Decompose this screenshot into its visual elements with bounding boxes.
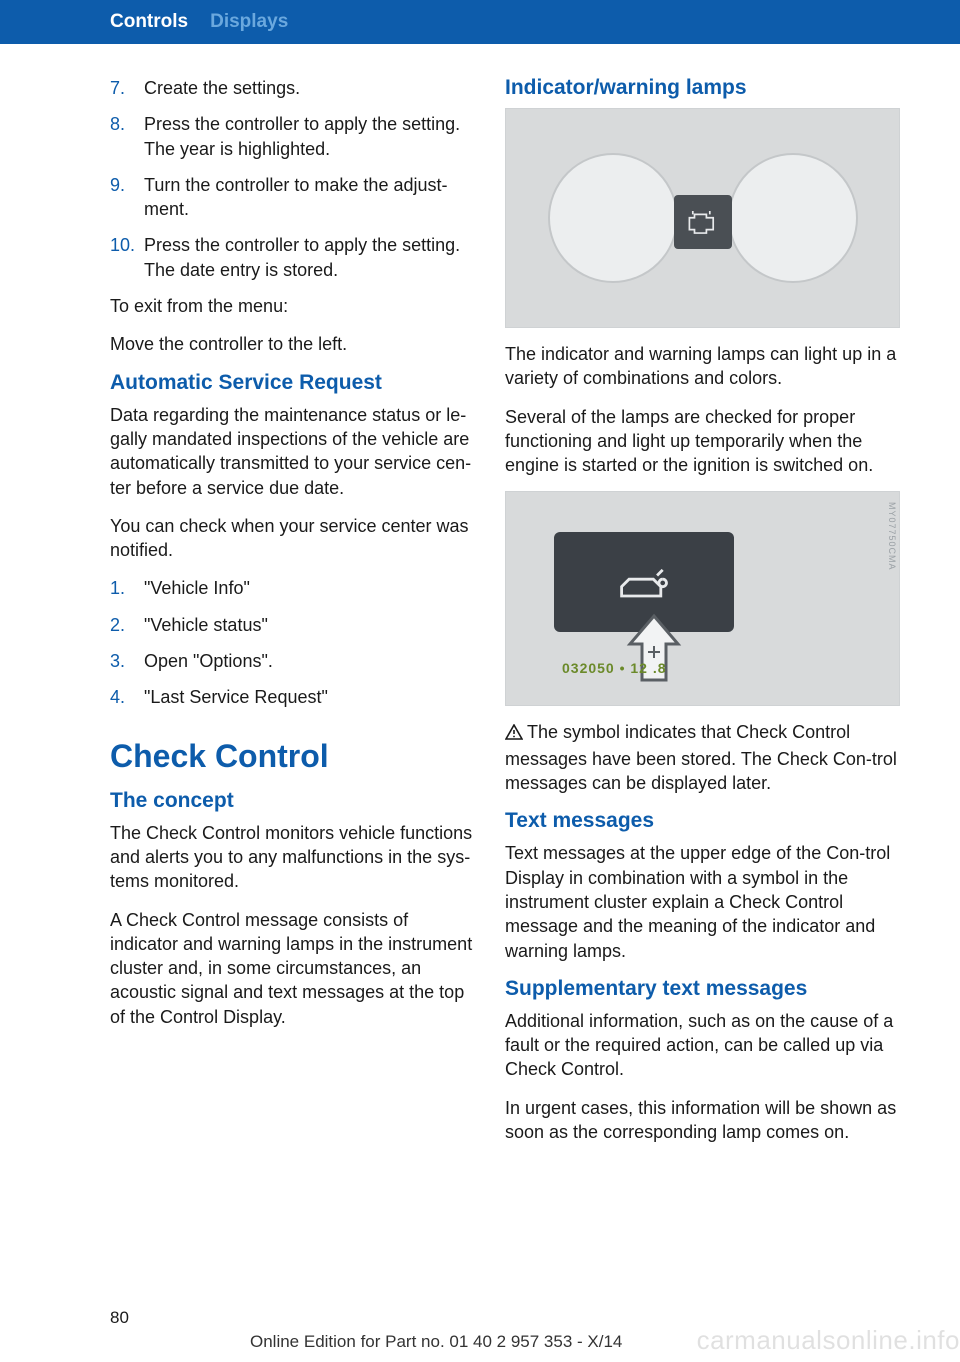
asr-steps-list: 1. "Vehicle Info" 2. "Vehicle status" 3.… (110, 576, 475, 709)
list-text: Press the controller to apply the settin… (144, 233, 475, 282)
indicator-warning-lamps-heading: Indicator/warning lamps (505, 76, 900, 100)
supplementary-text-messages-heading: Supplementary text messages (505, 977, 900, 1001)
watermark-text: carmanualsonline.info (697, 1325, 960, 1356)
list-number: 10. (110, 233, 144, 282)
list-text: Create the settings. (144, 76, 475, 100)
list-text: "Vehicle Info" (144, 576, 475, 600)
page-number: 80 (110, 1308, 129, 1328)
list-item: 9. Turn the controller to make the adjus… (110, 173, 475, 222)
right-column: Indicator/warning lamps The indicator an… (505, 76, 900, 1158)
list-item: 3. Open "Options". (110, 649, 475, 673)
list-number: 7. (110, 76, 144, 100)
text-messages-heading: Text messages (505, 809, 900, 833)
header-tab-displays: Displays (210, 11, 288, 33)
list-item: 4. "Last Service Request" (110, 685, 475, 709)
asr-paragraph: Data regarding the maintenance status or… (110, 403, 475, 500)
list-number: 8. (110, 112, 144, 161)
settings-steps-list: 7. Create the settings. 8. Press the con… (110, 76, 475, 282)
iwl-paragraph: The indicator and warning lamps can ligh… (505, 342, 900, 391)
list-item: 2. "Vehicle status" (110, 613, 475, 637)
symbol-note-paragraph: The symbol indicates that Check Control … (505, 720, 900, 795)
list-text: Press the controller to apply the settin… (144, 112, 475, 161)
list-number: 1. (110, 576, 144, 600)
list-text: "Vehicle status" (144, 613, 475, 637)
list-number: 9. (110, 173, 144, 222)
list-number: 2. (110, 613, 144, 637)
odometer-reading: 032050 • 12 .8 (562, 660, 667, 676)
stm-paragraph: In urgent cases, this information will b… (505, 1096, 900, 1145)
warning-triangle-icon (505, 722, 523, 746)
concept-paragraph: A Check Control message consists of indi… (110, 908, 475, 1029)
asr-paragraph: You can check when your service center w… (110, 514, 475, 563)
page-footer: 80 Online Edition for Part no. 01 40 2 9… (0, 1300, 960, 1362)
speedometer-icon (548, 153, 678, 283)
the-concept-heading: The concept (110, 789, 475, 813)
list-item: 1. "Vehicle Info" (110, 576, 475, 600)
stm-paragraph: Additional information, such as on the c… (505, 1009, 900, 1082)
tachometer-icon (728, 153, 858, 283)
concept-paragraph: The Check Control monitors vehicle funct… (110, 821, 475, 894)
engine-warning-icon (674, 195, 732, 249)
list-item: 10. Press the controller to apply the se… (110, 233, 475, 282)
list-number: 4. (110, 685, 144, 709)
exit-menu-label: To exit from the menu: (110, 294, 475, 318)
instrument-cluster-image (505, 108, 900, 328)
edition-info: Online Edition for Part no. 01 40 2 957 … (250, 1332, 622, 1352)
symbol-note-text: The symbol indicates that Check Control … (505, 722, 897, 793)
text-messages-paragraph: Text messages at the upper edge of the C… (505, 841, 900, 962)
dashboard-display-image: 032050 • 12 .8 MY07750CMA (505, 491, 900, 706)
list-item: 8. Press the controller to apply the set… (110, 112, 475, 161)
image-reference-code: MY07750CMA (887, 502, 897, 695)
header-tab-controls: Controls (110, 11, 188, 33)
page-header: Controls Displays (0, 0, 960, 44)
exit-menu-instruction: Move the controller to the left. (110, 332, 475, 356)
list-text: Turn the controller to make the adjust‐m… (144, 173, 475, 222)
iwl-paragraph: Several of the lamps are checked for pro… (505, 405, 900, 478)
page-body: 7. Create the settings. 8. Press the con… (0, 44, 960, 1158)
left-column: 7. Create the settings. 8. Press the con… (110, 76, 475, 1158)
list-number: 3. (110, 649, 144, 673)
list-item: 7. Create the settings. (110, 76, 475, 100)
list-text: "Last Service Request" (144, 685, 475, 709)
up-arrow-icon (626, 612, 682, 689)
check-control-heading: Check Control (110, 738, 475, 775)
automatic-service-request-heading: Automatic Service Request (110, 371, 475, 395)
list-text: Open "Options". (144, 649, 475, 673)
